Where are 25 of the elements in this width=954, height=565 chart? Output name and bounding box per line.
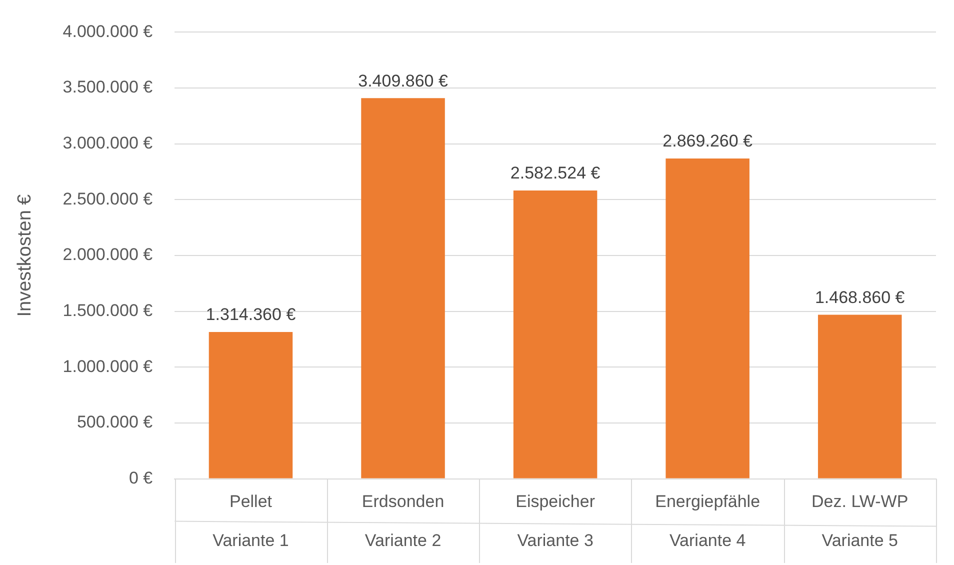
bar [208,332,293,478]
x-tick-label: Energiepfähle Variante 4 [655,492,760,550]
data-label: 3.409.860 € [358,71,448,90]
y-tick-label: 3.000.000 € [62,134,154,153]
y-axis-title: Investkosten € [14,194,36,317]
y-tick-label: 2.500.000 € [62,189,154,208]
y-tick-label: 500.000 € [76,412,154,432]
bar [818,314,902,478]
y-tick-label: 3.500.000 € [62,78,154,97]
data-label: 2.582.524 € [510,164,601,183]
bar [666,158,750,478]
y-tick-label: 2.000.000 € [62,245,154,264]
bar [361,98,445,478]
y-tick-label: 4.000.000 € [62,22,154,41]
y-tick-label: 0 € [128,468,154,488]
y-tick-label: 1.500.000 € [62,301,154,320]
data-label: 2.869.260 € [662,132,754,151]
bar [513,190,598,478]
x-tick-label: Erdsonden Variante 2 [362,492,444,550]
y-tick-label: 1.000.000 € [62,356,154,376]
x-tick-label: Eispeicher Variante 3 [516,492,596,550]
x-tick-label: Dez. LW-WP Variante 5 [812,492,908,550]
x-tick-label: Pellet Variante 1 [212,492,289,550]
data-label: 1.468.860 € [814,288,906,307]
data-label: 1.314.360 € [206,305,296,324]
